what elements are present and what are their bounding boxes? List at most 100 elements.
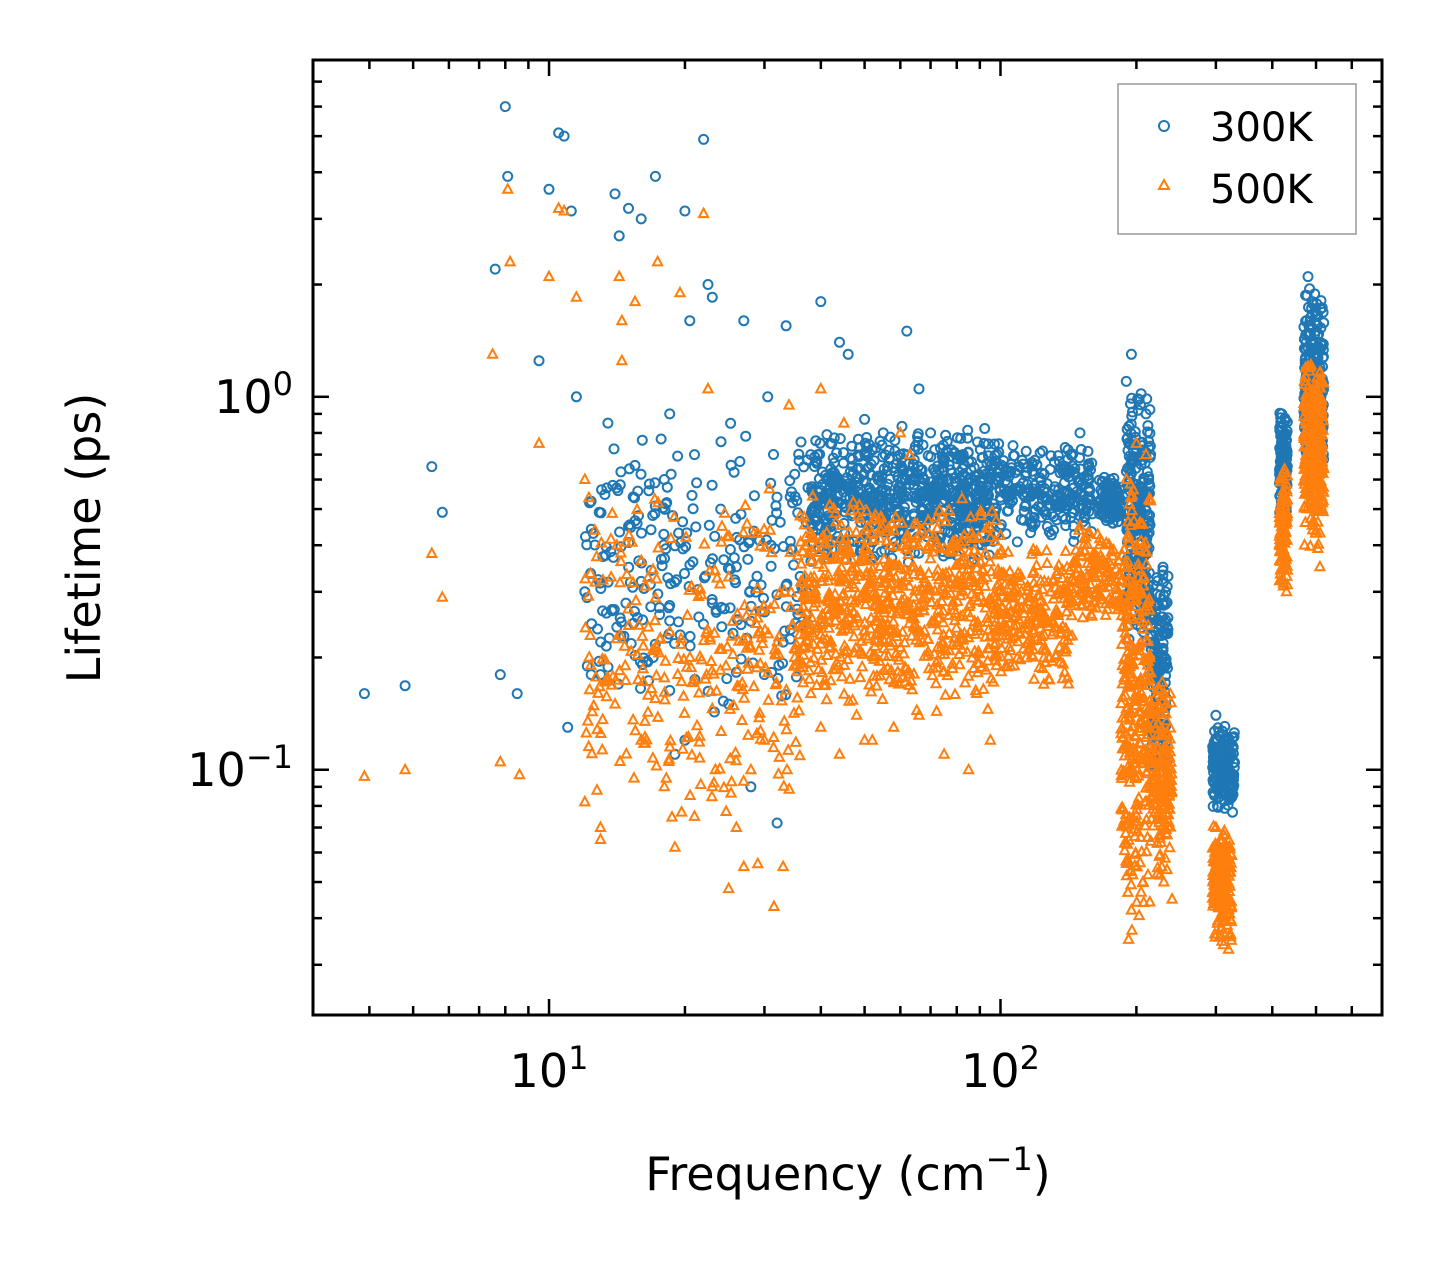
data-point-500k: [1281, 468, 1294, 481]
data-point-500k: [725, 629, 738, 641]
data-point-500k: [1118, 670, 1131, 683]
data-point-300k: [436, 506, 448, 518]
data-point-500k: [930, 521, 944, 533]
data-point-500k: [884, 638, 897, 651]
data-point-500k: [778, 714, 791, 726]
data-point-500k: [763, 481, 776, 494]
data-point-300k: [1067, 449, 1079, 460]
data-point-500k: [1074, 545, 1087, 557]
data-point-500k: [877, 663, 891, 675]
data-point-300k: [1029, 518, 1041, 530]
data-point-300k: [709, 530, 721, 542]
data-point-300k: [1039, 505, 1051, 517]
data-point-500k: [1139, 602, 1152, 615]
data-point-500k: [1000, 620, 1013, 633]
data-point-300k: [511, 688, 523, 700]
data-point-500k: [663, 739, 677, 752]
data-point-500k: [604, 532, 618, 544]
data-point-500k: [754, 723, 767, 736]
data-point-300k: [740, 430, 752, 442]
data-point-500k: [836, 588, 849, 601]
data-point-500k: [1122, 531, 1135, 543]
data-point-300k: [993, 438, 1005, 450]
data-point-500k: [777, 779, 791, 791]
data-point-500k: [1127, 822, 1141, 834]
data-point-300k: [875, 484, 887, 496]
data-point-500k: [867, 533, 880, 545]
data-point-500k: [1037, 650, 1051, 663]
data-point-500k: [833, 747, 846, 759]
data-point-500k: [646, 642, 660, 655]
data-point-500k: [804, 531, 818, 543]
data-point-300k: [972, 436, 983, 448]
data-point-500k: [1277, 576, 1290, 588]
data-point-500k: [817, 560, 830, 572]
data-point-500k: [584, 658, 598, 670]
data-point-300k: [1125, 348, 1137, 360]
data-point-500k: [1126, 719, 1139, 732]
data-point-500k: [988, 637, 1001, 650]
data-point-500k: [1119, 625, 1132, 638]
data-point-500k: [1315, 436, 1329, 449]
data-point-500k: [626, 712, 640, 725]
data-point-300k: [1004, 498, 1016, 509]
data-point-500k: [1123, 659, 1137, 672]
data-point-500k: [1121, 760, 1135, 772]
data-point-500k: [622, 601, 635, 614]
data-point-300k: [978, 437, 990, 449]
data-point-500k: [591, 686, 605, 698]
data-point-500k: [1123, 497, 1136, 509]
data-point-300k: [738, 315, 750, 327]
data-point-500k: [1298, 537, 1311, 550]
data-point-500k: [1120, 766, 1133, 779]
data-point-500k: [1025, 633, 1039, 646]
data-point-500k: [674, 637, 687, 649]
data-point-500k: [1004, 659, 1017, 671]
data-point-500k: [859, 597, 872, 610]
data-point-500k: [641, 688, 655, 700]
data-point-300k: [558, 130, 570, 142]
data-point-300k: [1052, 450, 1064, 462]
data-point-300k: [1316, 302, 1328, 314]
legend-label-500k: 500K: [1210, 167, 1314, 213]
data-point-500k: [842, 694, 856, 706]
data-point-500k: [814, 627, 828, 640]
data-point-300k: [1162, 612, 1174, 624]
data-point-300k: [1074, 502, 1086, 514]
data-point-500k: [1304, 511, 1317, 523]
data-point-500k: [719, 658, 733, 671]
data-point-500k: [1013, 573, 1027, 586]
data-point-500k: [1069, 555, 1082, 567]
data-point-500k: [1106, 593, 1119, 605]
data-point-500k: [1162, 815, 1176, 827]
data-point-500k: [1018, 601, 1032, 614]
legend-marker-300k: [1158, 120, 1170, 132]
data-point-500k: [796, 575, 810, 588]
data-point-500k: [916, 582, 929, 595]
data-point-300k: [1281, 434, 1292, 446]
data-point-500k: [1316, 502, 1329, 514]
data-point-500k: [838, 644, 851, 657]
data-point-500k: [883, 672, 896, 685]
data-point-300k: [1157, 561, 1169, 573]
data-point-300k: [834, 336, 845, 348]
data-point-300k: [765, 560, 777, 572]
data-point-500k: [851, 586, 865, 599]
data-point-500k: [1306, 492, 1319, 504]
data-point-500k: [954, 555, 968, 567]
data-point-500k: [809, 540, 822, 553]
y-tick-label: 100: [214, 365, 293, 424]
data-point-500k: [601, 670, 614, 682]
data-point-300k: [595, 507, 607, 519]
data-point-500k: [1126, 643, 1139, 656]
data-point-500k: [1135, 677, 1149, 690]
data-point-500k: [1036, 641, 1049, 654]
data-point-500k: [695, 587, 708, 600]
data-point-500k: [972, 646, 985, 658]
data-point-300k: [680, 541, 692, 553]
data-point-300k: [647, 510, 659, 521]
data-point-500k: [582, 739, 595, 752]
data-point-500k: [722, 569, 736, 582]
data-point-500k: [1071, 561, 1085, 574]
data-point-500k: [772, 629, 786, 642]
